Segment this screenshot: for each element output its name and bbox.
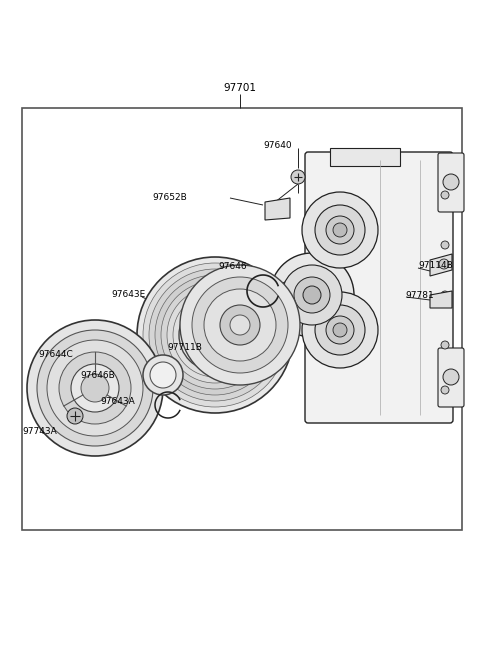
Text: 97711B: 97711B xyxy=(168,343,203,352)
Circle shape xyxy=(197,317,233,353)
Circle shape xyxy=(220,305,260,345)
Circle shape xyxy=(333,223,347,237)
Text: 97781: 97781 xyxy=(405,291,434,300)
Circle shape xyxy=(143,263,287,407)
Circle shape xyxy=(441,291,449,299)
Circle shape xyxy=(37,330,153,446)
Polygon shape xyxy=(430,254,452,276)
Polygon shape xyxy=(430,291,452,308)
Circle shape xyxy=(291,170,305,184)
Circle shape xyxy=(137,257,293,413)
Circle shape xyxy=(315,305,365,355)
Text: 97701: 97701 xyxy=(224,83,256,93)
Circle shape xyxy=(161,281,269,389)
Circle shape xyxy=(326,316,354,344)
Circle shape xyxy=(47,340,143,436)
Polygon shape xyxy=(265,198,290,220)
Circle shape xyxy=(443,174,459,190)
Bar xyxy=(330,148,400,166)
Circle shape xyxy=(294,277,330,313)
Text: 97644C: 97644C xyxy=(38,350,73,359)
Circle shape xyxy=(302,292,378,368)
Circle shape xyxy=(189,309,241,361)
Text: 97643E: 97643E xyxy=(111,290,145,299)
Circle shape xyxy=(149,269,281,401)
Circle shape xyxy=(441,386,449,394)
Circle shape xyxy=(441,191,449,199)
Circle shape xyxy=(326,216,354,244)
Circle shape xyxy=(81,374,109,402)
Circle shape xyxy=(179,299,251,371)
Circle shape xyxy=(192,277,288,373)
Text: 97114B: 97114B xyxy=(418,261,453,270)
Text: 97640: 97640 xyxy=(264,141,292,150)
Circle shape xyxy=(204,289,276,361)
Text: 97652B: 97652B xyxy=(153,193,187,202)
Text: 97743A: 97743A xyxy=(22,427,57,436)
Circle shape xyxy=(282,265,342,325)
Circle shape xyxy=(143,355,183,395)
Circle shape xyxy=(302,192,378,268)
Circle shape xyxy=(315,205,365,255)
Circle shape xyxy=(71,364,119,412)
Circle shape xyxy=(180,265,300,385)
Bar xyxy=(22,108,462,530)
Circle shape xyxy=(441,241,449,249)
Circle shape xyxy=(303,286,321,304)
Circle shape xyxy=(441,341,449,349)
Circle shape xyxy=(67,408,83,424)
Text: 97643A: 97643A xyxy=(100,397,135,406)
Circle shape xyxy=(155,275,275,395)
FancyBboxPatch shape xyxy=(438,348,464,407)
FancyBboxPatch shape xyxy=(438,153,464,212)
Circle shape xyxy=(230,315,250,335)
Text: 97646B: 97646B xyxy=(80,371,115,380)
Circle shape xyxy=(270,253,354,337)
Circle shape xyxy=(150,362,176,388)
Circle shape xyxy=(173,293,257,377)
Circle shape xyxy=(59,352,131,424)
Circle shape xyxy=(27,320,163,456)
Circle shape xyxy=(443,369,459,385)
Circle shape xyxy=(333,323,347,337)
FancyBboxPatch shape xyxy=(305,152,453,423)
Circle shape xyxy=(167,287,263,383)
Circle shape xyxy=(439,259,449,269)
Text: 97646: 97646 xyxy=(219,262,247,271)
